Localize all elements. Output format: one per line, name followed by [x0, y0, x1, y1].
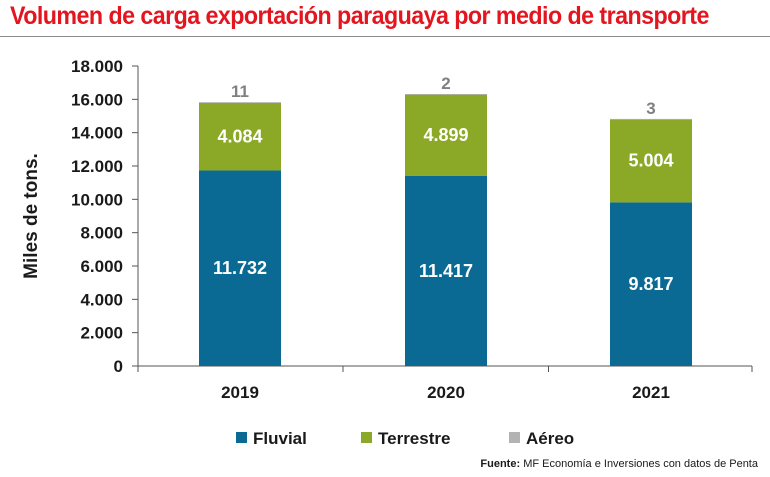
y-tick-label: 14.000 — [71, 124, 123, 143]
data-label: 9.817 — [628, 274, 673, 294]
x-tick-label: 2020 — [427, 383, 465, 402]
bar-areo-2020 — [405, 94, 487, 95]
data-label: 4.899 — [423, 125, 468, 145]
y-tick-label: 10.000 — [71, 190, 123, 209]
bar-areo-2019 — [199, 102, 281, 104]
legend-swatch-terrestre — [361, 432, 372, 443]
legend-swatch-fluvial — [236, 432, 247, 443]
source-text: MF Economía e Inversiones con datos de P… — [523, 458, 758, 470]
y-tick-label: 18.000 — [71, 57, 123, 76]
y-tick-label: 0 — [114, 357, 123, 376]
bar-terrestre-2019 — [199, 102, 281, 171]
legend-label: Fluvial — [253, 429, 307, 448]
data-label: 3 — [646, 99, 655, 118]
data-label: 4.084 — [217, 126, 262, 146]
chart-title: Volumen de carga exportación paraguaya p… — [10, 2, 709, 30]
y-tick-label: 12.000 — [71, 157, 123, 176]
source-note: Fuente: MF Economía e Inversiones con da… — [480, 458, 758, 470]
bar-areo-2021 — [610, 118, 692, 120]
title-divider — [0, 36, 770, 37]
y-tick-label: 6.000 — [80, 257, 123, 276]
y-tick-label: 4.000 — [80, 290, 123, 309]
data-label: 11.417 — [419, 261, 473, 281]
data-label: 11.732 — [213, 258, 267, 278]
y-tick-label: 8.000 — [80, 224, 123, 243]
bar-fluvial-2021 — [610, 202, 692, 366]
legend-label: Terrestre — [378, 429, 450, 448]
bar-fluvial-2020 — [405, 175, 487, 366]
data-label: 5.004 — [628, 151, 673, 171]
y-tick-label: 2.000 — [80, 324, 123, 343]
data-label: 2 — [441, 74, 450, 93]
legend-label: Aéreo — [526, 429, 574, 448]
source-label: Fuente: — [480, 458, 521, 470]
x-tick-label: 2021 — [632, 383, 670, 402]
legend-swatch-areo — [509, 432, 520, 443]
data-label: 11 — [231, 82, 249, 101]
y-tick-label: 16.000 — [71, 90, 123, 109]
x-tick-label: 2019 — [221, 383, 259, 402]
bar-terrestre-2020 — [405, 94, 487, 176]
bar-terrestre-2021 — [610, 118, 692, 203]
y-axis-title: Miles de tons. — [21, 153, 42, 279]
bar-fluvial-2019 — [199, 170, 281, 366]
